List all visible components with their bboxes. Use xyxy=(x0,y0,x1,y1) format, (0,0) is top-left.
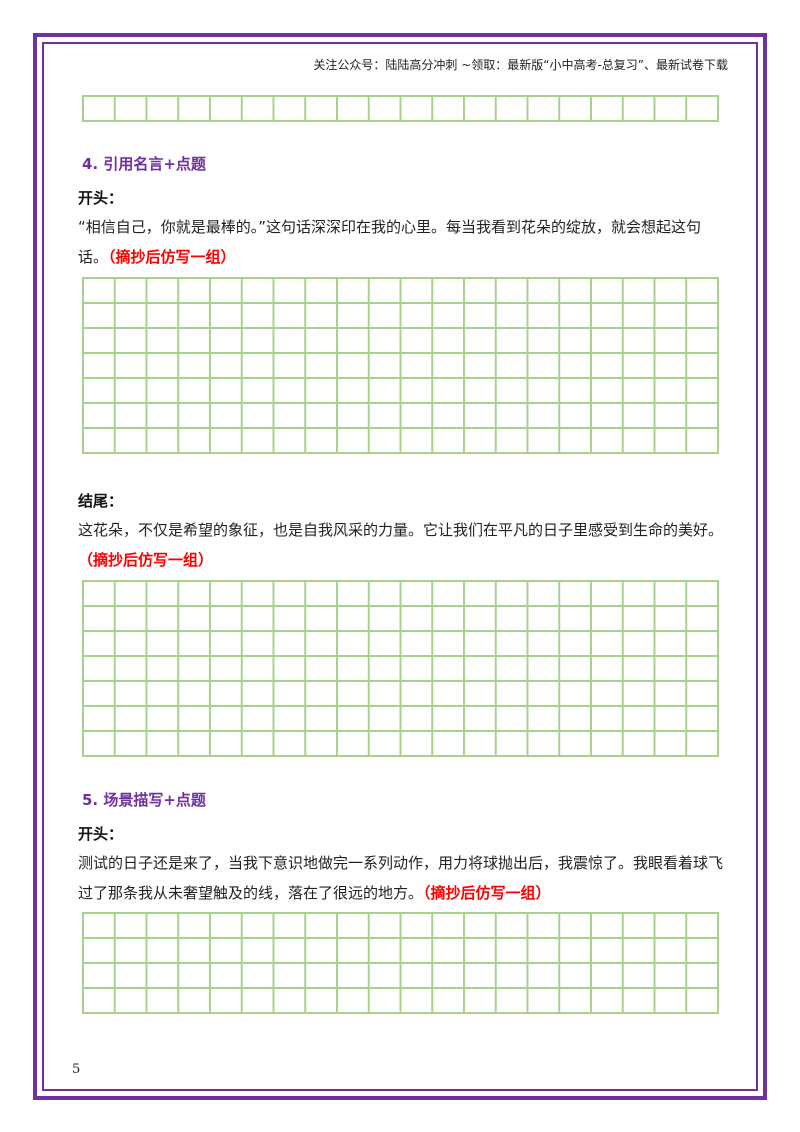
section-title-5: 5. 场景描写+点题 xyxy=(82,791,206,809)
opening-label-4: 开头： xyxy=(78,189,124,207)
ending-text-4: 这花朵，不仅是希望的象征，也是自我风采的力量。它让我们在平凡的日子里感受到生命的… xyxy=(78,521,724,539)
opening-text-4: “相信自己，你就是最棒的。”这句话深深印在我的心里。每当我看到花朵的绽放，就会想… xyxy=(78,218,702,266)
writing-grid-5-opening[interactable] xyxy=(82,912,719,1014)
opening-paragraph-4: “相信自己，你就是最棒的。”这句话深深印在我的心里。每当我看到花朵的绽放，就会想… xyxy=(78,212,728,272)
writing-grid-4-ending[interactable] xyxy=(82,580,719,757)
ending-paragraph-4: 这花朵，不仅是希望的象征，也是自我风采的力量。它让我们在平凡的日子里感受到生命的… xyxy=(78,515,728,575)
writing-grid-4-opening[interactable] xyxy=(82,277,719,454)
ending-label-4: 结尾： xyxy=(78,492,124,510)
page-border-inner xyxy=(42,42,758,1091)
copy-prompt-4b: （摘抄后仿写一组） xyxy=(78,551,214,569)
opening-text-5: 测试的日子还是来了，当我下意识地做完一系列动作，用力将球抛出后，我震惊了。我眼看… xyxy=(78,854,724,902)
page-number: 5 xyxy=(72,1062,81,1077)
opening-label-5: 开头： xyxy=(78,825,124,843)
writing-grid-top xyxy=(82,95,719,122)
section-title-4: 4. 引用名言+点题 xyxy=(82,155,206,173)
opening-paragraph-5: 测试的日子还是来了，当我下意识地做完一系列动作，用力将球抛出后，我震惊了。我眼看… xyxy=(78,848,728,908)
page-header: 关注公众号：陆陆高分冲刺 ~领取：最新版“小中高考-总复习”、最新试卷下载 xyxy=(313,58,728,72)
copy-prompt-4a: （摘抄后仿写一组） xyxy=(108,248,236,266)
copy-prompt-5: （摘抄后仿写一组） xyxy=(423,884,551,902)
page-border-outer xyxy=(33,33,767,1100)
